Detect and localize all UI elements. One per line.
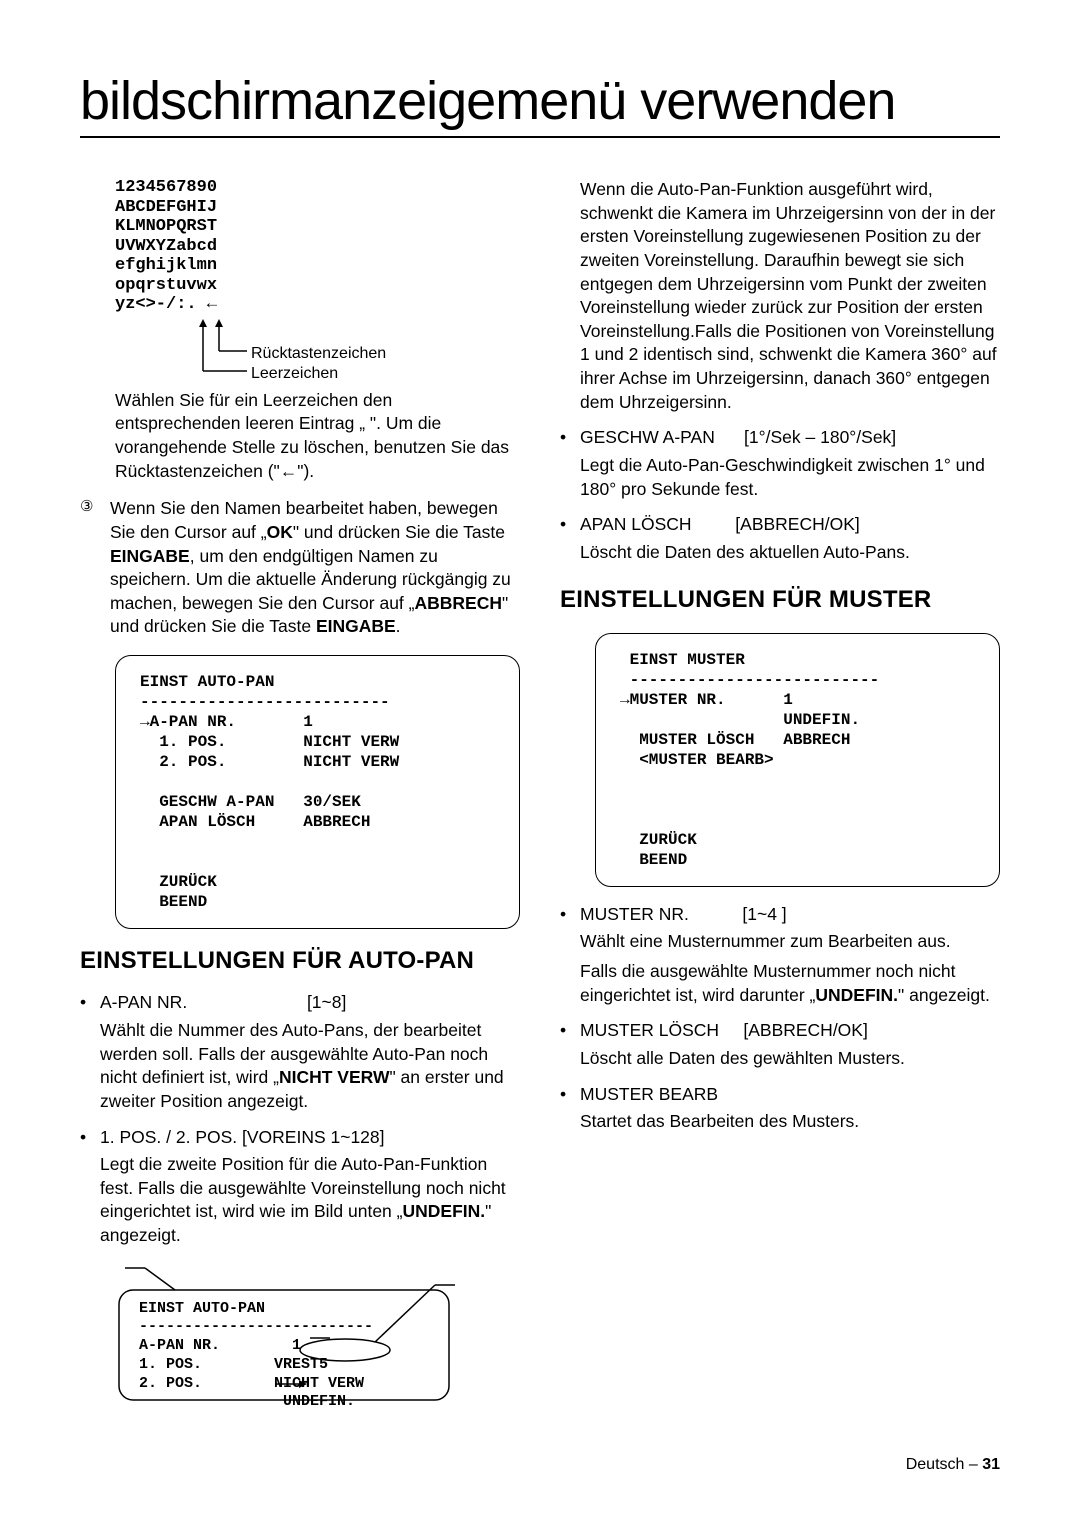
step3-text: Wenn Sie den Namen bearbeitet haben, bew… [110, 497, 520, 639]
charset-l2: ABCDEFGHIJ [115, 198, 520, 218]
bullet-musterloesch-text: Löscht alle Daten des gewählten Musters. [580, 1047, 1000, 1071]
section-autopan: EINSTELLUNGEN FÜR AUTO-PAN [80, 945, 520, 977]
t: 1. POS. / 2. POS. [VOREINS 1~128] [100, 1126, 520, 1150]
t: UNDEFIN. [283, 1393, 355, 1410]
step3-num: ③ [80, 497, 102, 639]
charset-l6: opqrstuvwx [115, 276, 520, 296]
t: [1~8] [307, 992, 346, 1012]
dot-icon: • [560, 903, 572, 927]
t: APAN LÖSCH [580, 514, 692, 534]
t: [ABBRECH/OK] [735, 514, 859, 534]
bullet-musternr: • MUSTER NR. [1~4 ] [560, 903, 1000, 927]
menu-auto-pan-1: EINST AUTO-PAN -------------------------… [115, 655, 520, 929]
footer-lang: Deutsch – [906, 1456, 982, 1473]
columns: 1234567890 ABCDEFGHIJ KLMNOPQRST UVWXYZa… [80, 178, 1000, 1440]
t: [1°/Sek – 180°/Sek] [744, 427, 896, 447]
t: " und drücken Sie die Taste [293, 522, 505, 542]
t: 1. POS. [139, 1356, 202, 1373]
charset-l1: 1234567890 [115, 178, 520, 198]
dot-icon: • [560, 1083, 572, 1107]
bullet-apan-nr: • A-PAN NR. [1~8] [80, 991, 520, 1015]
t: EINGABE [316, 616, 396, 636]
t: NICHT VERW [279, 1067, 390, 1087]
footer-page: 31 [982, 1456, 1000, 1473]
para-autopan-desc: Wenn die Auto-Pan-Funktion ausgeführt wi… [580, 178, 1000, 414]
t: A-PAN NR. [139, 1337, 220, 1354]
charset-arrows: Rücktastenzeichen Leerzeichen [195, 319, 520, 389]
space-label: Leerzeichen [251, 363, 338, 385]
t: MUSTER LÖSCH [580, 1020, 719, 1040]
left-column: 1234567890 ABCDEFGHIJ KLMNOPQRST UVWXYZa… [80, 178, 520, 1440]
charset-block: 1234567890 ABCDEFGHIJ KLMNOPQRST UVWXYZa… [115, 178, 520, 315]
t: NICHT VERW [274, 1375, 364, 1392]
dot-icon: • [80, 991, 92, 1015]
charset-l3: KLMNOPQRST [115, 217, 520, 237]
step3: ③ Wenn Sie den Namen bearbeitet haben, b… [80, 497, 520, 639]
t: A-PAN NR. [100, 992, 187, 1012]
dot-icon: • [560, 1019, 572, 1043]
t: -------------------------- [139, 1318, 373, 1335]
t: 1 [292, 1337, 301, 1354]
menu-auto-pan-2-wrap: EINST AUTO-PAN -------------------------… [115, 1260, 520, 1440]
right-column: Wenn die Auto-Pan-Funktion ausgeführt wi… [560, 178, 1000, 1440]
bullet-musterbearb-text: Startet das Bearbeiten des Musters. [580, 1110, 1000, 1134]
t: UNDEFIN. [402, 1201, 485, 1221]
backspace-label: Rücktastenzeichen [251, 343, 386, 365]
t: 2. POS. [139, 1375, 202, 1392]
para-space-hint: Wählen Sie für ein Leerzeichen den entsp… [115, 389, 520, 484]
bullet-pos-text: Legt die zweite Position für die Auto-Pa… [100, 1153, 520, 1248]
charset-l5: efghijklmn [115, 256, 520, 276]
bullet-apan-nr-text: Wählt die Nummer des Auto-Pans, der bear… [100, 1019, 520, 1114]
t: . [396, 616, 401, 636]
dot-icon: • [560, 513, 572, 537]
bullet-geschw: • GESCHW A-PAN [1°/Sek – 180°/Sek] [560, 426, 1000, 450]
t: MUSTER BEARB [580, 1083, 1000, 1107]
t: [1~4 ] [742, 904, 786, 924]
menu2-text: EINST AUTO-PAN -------------------------… [139, 1300, 373, 1413]
charset-l4: UVWXYZabcd [115, 237, 520, 257]
t: ABBRECH [414, 593, 502, 613]
page-title: bildschirmanzeigemenü verwenden [80, 70, 1000, 138]
bullet-geschw-text: Legt die Auto-Pan-Geschwindigkeit zwisch… [580, 454, 1000, 501]
bullet-musternr-t1: Wählt eine Musternummer zum Bearbeiten a… [580, 930, 1000, 954]
t: [ABBRECH/OK] [743, 1020, 867, 1040]
bullet-apanloesch-text: Löscht die Daten des aktuellen Auto-Pans… [580, 541, 1000, 565]
t: OK [267, 522, 293, 542]
bullet-apanloesch: • APAN LÖSCH [ABBRECH/OK] [560, 513, 1000, 537]
bullet-musterbearb: • MUSTER BEARB [560, 1083, 1000, 1107]
t: EINGABE [110, 546, 190, 566]
menu-muster: EINST MUSTER -------------------------- … [595, 633, 1000, 887]
section-muster: EINSTELLUNGEN FÜR MUSTER [560, 584, 1000, 616]
t: VREST5 [274, 1356, 328, 1373]
dot-icon: • [80, 1126, 92, 1150]
bullet-pos: • 1. POS. / 2. POS. [VOREINS 1~128] [80, 1126, 520, 1150]
charset-l7: yz<>-/:. ← [115, 295, 520, 315]
t: " angezeigt. [898, 985, 990, 1005]
bullet-musterloesch: • MUSTER LÖSCH [ABBRECH/OK] [560, 1019, 1000, 1043]
t: EINST AUTO-PAN [139, 1300, 265, 1317]
t: MUSTER NR. [580, 904, 689, 924]
t: GESCHW A-PAN [580, 427, 715, 447]
footer: Deutsch – 31 [906, 1456, 1000, 1474]
bullet-musternr-t2: Falls die ausgewählte Musternummer noch … [580, 960, 1000, 1007]
t: UNDEFIN. [815, 985, 898, 1005]
dot-icon: • [560, 426, 572, 450]
